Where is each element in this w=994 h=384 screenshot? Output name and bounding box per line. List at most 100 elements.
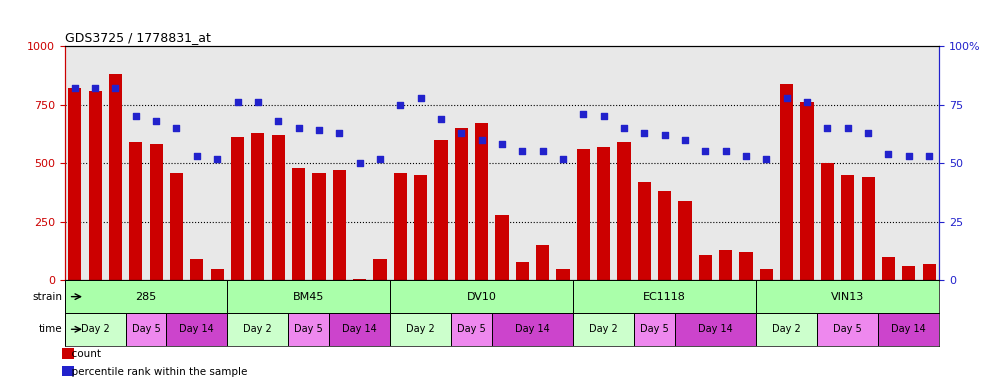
- Point: [860, 130, 876, 136]
- Text: Day 5: Day 5: [131, 324, 160, 334]
- Bar: [109, 74, 122, 280]
- Point: [311, 127, 327, 134]
- Point: [331, 130, 347, 136]
- Text: BM45: BM45: [293, 291, 324, 302]
- Point: [189, 153, 205, 159]
- Point: [881, 151, 897, 157]
- Point: [739, 153, 754, 159]
- Point: [290, 125, 306, 131]
- Bar: [129, 142, 142, 280]
- Bar: [495, 215, 509, 280]
- Text: Day 14: Day 14: [892, 324, 926, 334]
- Bar: [211, 269, 224, 280]
- Bar: [719, 250, 733, 280]
- Point: [148, 118, 164, 124]
- Point: [67, 85, 83, 91]
- Point: [840, 125, 856, 131]
- Bar: [597, 147, 610, 280]
- Text: Day 5: Day 5: [294, 324, 323, 334]
- Bar: [329, 313, 390, 346]
- Text: Day 14: Day 14: [515, 324, 550, 334]
- Text: EC1118: EC1118: [643, 291, 686, 302]
- Text: Day 2: Day 2: [81, 324, 109, 334]
- Bar: [394, 172, 407, 280]
- Point: [555, 156, 571, 162]
- Bar: [414, 175, 427, 280]
- Bar: [862, 177, 875, 280]
- Bar: [903, 266, 915, 280]
- Text: Day 5: Day 5: [640, 324, 669, 334]
- Bar: [817, 313, 879, 346]
- Point: [576, 111, 591, 117]
- Point: [901, 153, 916, 159]
- Bar: [800, 102, 814, 280]
- Point: [270, 118, 286, 124]
- Bar: [922, 264, 935, 280]
- Point: [413, 94, 428, 101]
- Point: [433, 116, 449, 122]
- Bar: [638, 182, 651, 280]
- Bar: [675, 313, 756, 346]
- Point: [657, 132, 673, 138]
- Bar: [65, 280, 228, 313]
- Bar: [756, 280, 939, 313]
- Point: [249, 99, 265, 105]
- Text: Day 14: Day 14: [698, 324, 733, 334]
- Bar: [577, 149, 590, 280]
- Point: [677, 137, 693, 143]
- Bar: [312, 172, 325, 280]
- Bar: [374, 259, 387, 280]
- Bar: [879, 313, 939, 346]
- Bar: [88, 91, 101, 280]
- Point: [636, 130, 652, 136]
- Point: [718, 149, 734, 155]
- Point: [698, 149, 714, 155]
- Point: [372, 156, 388, 162]
- Bar: [492, 313, 574, 346]
- Bar: [228, 280, 390, 313]
- Bar: [454, 128, 468, 280]
- Bar: [390, 280, 574, 313]
- Point: [779, 94, 795, 101]
- Bar: [271, 135, 285, 280]
- Bar: [353, 279, 366, 280]
- Text: time: time: [39, 324, 63, 334]
- Text: GDS3725 / 1778831_at: GDS3725 / 1778831_at: [65, 31, 211, 44]
- Point: [87, 85, 103, 91]
- Point: [535, 149, 551, 155]
- Bar: [475, 123, 488, 280]
- Text: 285: 285: [135, 291, 157, 302]
- Text: Day 5: Day 5: [457, 324, 486, 334]
- Point: [453, 130, 469, 136]
- Bar: [288, 313, 329, 346]
- Bar: [190, 259, 204, 280]
- Point: [494, 141, 510, 147]
- Point: [616, 125, 632, 131]
- Bar: [228, 313, 288, 346]
- Text: count: count: [65, 349, 100, 359]
- Text: Day 2: Day 2: [244, 324, 272, 334]
- Bar: [780, 84, 793, 280]
- Bar: [756, 313, 817, 346]
- Text: VIN13: VIN13: [831, 291, 865, 302]
- Bar: [251, 133, 264, 280]
- Bar: [557, 269, 570, 280]
- Point: [921, 153, 937, 159]
- Bar: [841, 175, 855, 280]
- Point: [230, 99, 246, 105]
- Bar: [536, 245, 550, 280]
- Point: [758, 156, 774, 162]
- Point: [393, 101, 409, 108]
- Point: [169, 125, 185, 131]
- Point: [514, 149, 530, 155]
- Bar: [333, 170, 346, 280]
- Bar: [617, 142, 630, 280]
- Bar: [574, 280, 756, 313]
- Bar: [658, 191, 671, 280]
- Bar: [149, 144, 163, 280]
- Bar: [166, 313, 228, 346]
- Bar: [574, 313, 634, 346]
- Text: Day 2: Day 2: [772, 324, 801, 334]
- Text: DV10: DV10: [467, 291, 497, 302]
- Bar: [434, 140, 447, 280]
